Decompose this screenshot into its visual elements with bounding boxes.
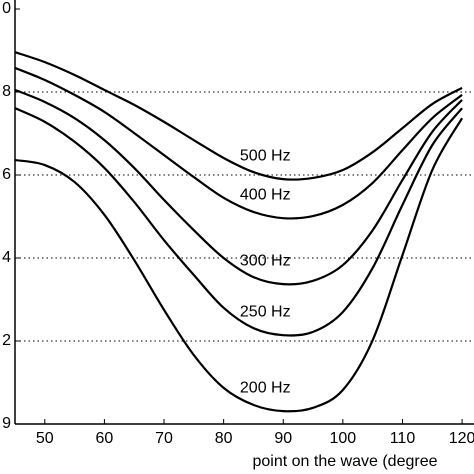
y-tick-label: 0 [2,0,11,17]
y-tick-label: 2 [2,332,11,349]
x-tick-label: 70 [155,430,173,447]
x-tick-label: 90 [274,430,292,447]
y-tick-label: 6 [2,166,11,183]
series-label: 500 Hz [240,147,291,164]
series-label: 250 Hz [240,303,291,320]
plot-area [15,51,464,413]
line [15,117,464,413]
x-tick-label: 60 [96,430,114,447]
x-tick-label: 100 [330,430,357,447]
line [15,66,463,220]
series-label: 200 Hz [240,379,291,396]
y-tick-label: 4 [2,249,11,266]
x-tick-label: 80 [215,430,233,447]
line [15,107,463,337]
x-tick-label: 50 [36,430,54,447]
series-label: 300 Hz [240,252,291,269]
line [15,88,463,286]
x-tick-label: 110 [390,430,416,447]
x-axis-label: point on the wave (degree [252,453,437,470]
y-tick-label: 8 [2,83,11,100]
x-tick-label: 120 [449,430,474,447]
line [15,51,463,181]
y-tick-label: 9 [2,415,11,432]
series-label: 400 Hz [240,186,291,203]
